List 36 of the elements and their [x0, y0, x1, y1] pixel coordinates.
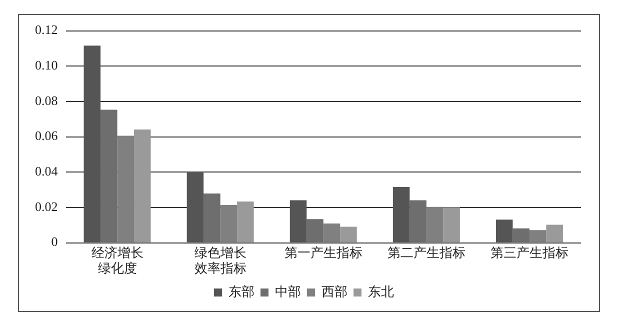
y-tick-label: 0.02	[35, 198, 58, 214]
y-tick-label: 0.10	[35, 58, 58, 73]
y-tick-label: 0.12	[35, 22, 58, 38]
x-tick-label: 第二产生指标	[387, 245, 466, 260]
bar	[512, 228, 530, 242]
y-tick-label: 0	[51, 234, 58, 250]
x-tick-label: 第一产生指标	[284, 245, 362, 260]
legend-label: 中部	[275, 284, 301, 299]
bar	[340, 226, 357, 242]
bar	[220, 204, 238, 242]
x-tick-label: 经济增长绿化度	[91, 245, 144, 276]
legend-label: 东北	[368, 284, 394, 299]
legend-label: 东部	[228, 284, 254, 299]
bar	[323, 224, 340, 242]
bar	[84, 46, 101, 242]
bar	[290, 200, 307, 242]
y-tick-label: 0.06	[35, 128, 58, 144]
bar	[529, 230, 546, 242]
bar	[546, 224, 563, 242]
bar	[100, 110, 118, 242]
bar	[186, 172, 204, 242]
bar	[237, 201, 254, 242]
bar	[204, 194, 220, 242]
bar	[117, 136, 134, 242]
bar	[443, 207, 460, 242]
bar	[410, 200, 426, 242]
bar	[496, 220, 513, 242]
bar	[134, 130, 151, 242]
x-tick-label: 绿色增长效率指标	[194, 245, 246, 276]
bar	[306, 219, 324, 242]
bar	[426, 206, 444, 242]
y-tick-label: 0.08	[35, 92, 58, 108]
x-tick-label: 第三产生指标	[490, 245, 568, 260]
legend-label: 西部	[322, 284, 348, 299]
bar	[392, 186, 410, 242]
y-tick-label: 0.04	[35, 164, 58, 179]
